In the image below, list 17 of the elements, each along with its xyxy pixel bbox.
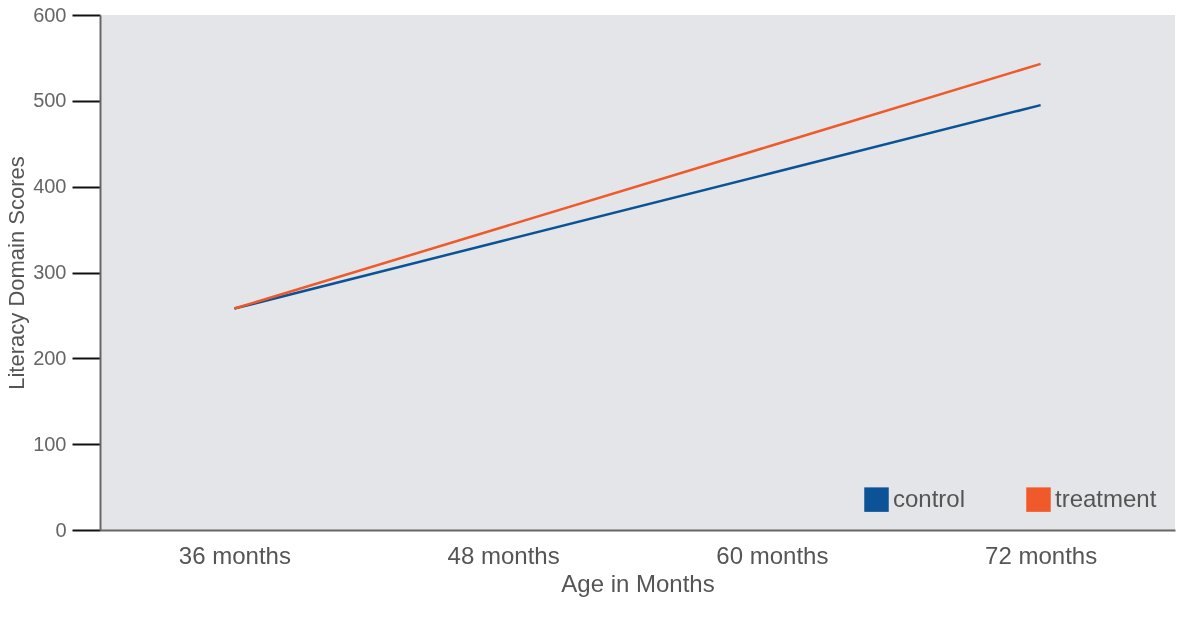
line-series [233, 62, 1042, 310]
y-tick-label: 200 [33, 346, 67, 369]
x-tick-label: 36 months [178, 541, 291, 569]
x-tick-label: 48 months [447, 541, 560, 569]
x-tick-label: 60 months [716, 541, 829, 569]
y-tick-label: 400 [33, 175, 67, 198]
y-axis-title: Literacy Domain Scores [4, 156, 30, 390]
x-axis-title: Age in Months [561, 569, 715, 597]
x-tick-label: 72 months [985, 541, 1098, 569]
y-tick-label: 600 [33, 3, 67, 26]
y-tick-label: 500 [33, 89, 67, 112]
legend-label: treatment [1055, 484, 1157, 512]
line-series [233, 103, 1042, 310]
y-tick-label: 0 [55, 518, 67, 541]
y-tick-label: 100 [33, 432, 67, 455]
y-tick-label: 300 [33, 261, 67, 283]
legend-label: control [893, 484, 966, 512]
